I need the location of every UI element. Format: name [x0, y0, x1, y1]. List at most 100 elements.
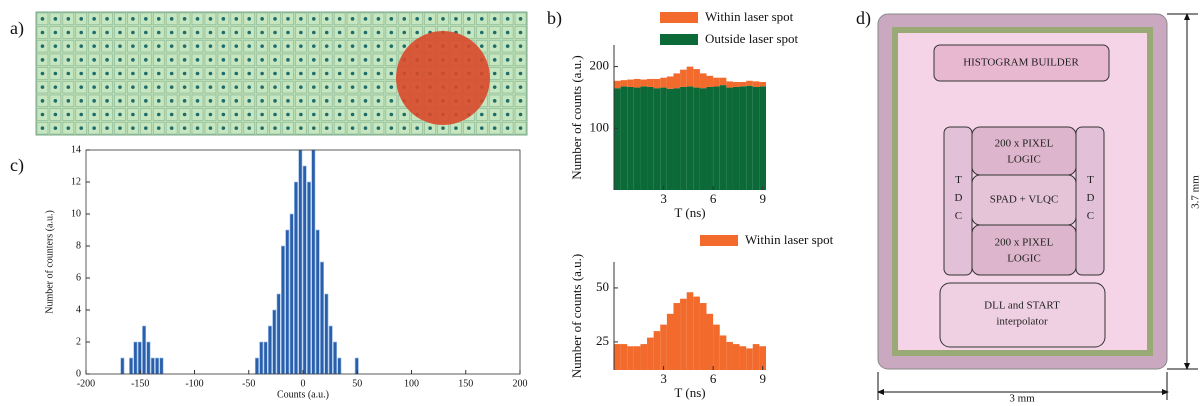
- bar: [620, 80, 628, 87]
- pixel-dot: [118, 99, 122, 103]
- bar: [337, 357, 342, 375]
- bar: [272, 309, 277, 375]
- pixel-dot: [144, 99, 148, 103]
- pixel-dot: [234, 126, 239, 130]
- pixel-dot: [221, 85, 226, 89]
- pixel-dot: [299, 99, 303, 103]
- pixel-dot: [324, 99, 329, 103]
- pixel-dot: [273, 58, 277, 62]
- bar: [627, 346, 634, 370]
- pixel-dot: [260, 126, 264, 130]
- pixel-dot: [40, 126, 45, 130]
- pixel-dot: [92, 99, 96, 103]
- pixel-dot: [105, 71, 109, 76]
- pixel-dot: [402, 112, 407, 117]
- y-tick-label: 200: [590, 58, 610, 73]
- pixel-dot: [182, 58, 187, 62]
- pixel-dot: [337, 85, 342, 89]
- block-label: interpolator: [996, 316, 1048, 328]
- pixel-dot: [156, 99, 161, 103]
- pixel-dot: [324, 85, 329, 89]
- pixel-dot: [286, 58, 290, 62]
- pixel-dot: [79, 17, 84, 21]
- pixel-dot: [324, 112, 329, 117]
- pixel-dot: [324, 71, 329, 76]
- pixel-dot: [40, 85, 45, 89]
- pixel-dot: [286, 71, 290, 76]
- pixel-dot: [156, 85, 161, 89]
- pixel-dot: [169, 58, 174, 62]
- pixel-dot: [324, 17, 329, 21]
- bar: [294, 181, 298, 375]
- pixel-dot: [79, 58, 84, 62]
- pixel-dot: [105, 99, 109, 103]
- pixel-dot: [208, 58, 213, 62]
- pixel-dot: [156, 58, 161, 62]
- pixel-dot: [337, 126, 342, 130]
- pixel-dot: [92, 85, 96, 89]
- bar: [726, 341, 733, 370]
- pixel-dot: [312, 44, 316, 48]
- pixel-dot: [40, 30, 45, 35]
- pixel-dot: [144, 112, 148, 117]
- pixel-dot: [479, 126, 484, 130]
- pixel-dot: [286, 17, 290, 21]
- bar: [307, 181, 311, 375]
- bar: [726, 87, 733, 190]
- pixel-dot: [260, 71, 264, 76]
- block: [971, 126, 1077, 176]
- bar: [640, 86, 648, 190]
- pixel-dot: [363, 17, 368, 21]
- pixel-dot: [131, 44, 135, 48]
- pixel-dot: [312, 58, 316, 62]
- pixel-dot: [156, 112, 161, 117]
- pixel-dot: [234, 71, 239, 76]
- bar: [280, 245, 285, 375]
- pixel-dot: [221, 126, 226, 130]
- pixel-dot: [260, 30, 264, 35]
- pixel-dot: [376, 30, 381, 35]
- bar: [719, 77, 727, 86]
- bar: [732, 344, 740, 370]
- pixel-dot: [118, 58, 122, 62]
- bar: [713, 86, 720, 190]
- pixel-dot: [505, 126, 510, 130]
- pixel-dot: [53, 71, 58, 76]
- x-tick-label: 6: [710, 371, 717, 386]
- pixel-dot: [234, 17, 239, 21]
- x-tick-label: 9: [759, 191, 766, 206]
- pixel-dot: [389, 85, 394, 89]
- pixel-dot: [105, 85, 109, 89]
- pixel-dot: [260, 112, 264, 117]
- pixel-dot: [144, 85, 148, 89]
- bar: [706, 313, 714, 370]
- bar: [276, 293, 281, 375]
- pixel-dot: [247, 71, 251, 76]
- bar: [259, 341, 264, 375]
- pixel-dot: [299, 17, 303, 21]
- pixel-dot: [286, 99, 290, 103]
- pixel-dot: [40, 71, 45, 76]
- pixel-dot: [118, 17, 122, 21]
- pixel-dot: [118, 112, 122, 117]
- pixel-dot: [234, 99, 239, 103]
- bar: [660, 87, 667, 190]
- pixel-dot: [92, 112, 96, 117]
- bar: [150, 357, 155, 375]
- legend-swatch: [660, 12, 698, 23]
- block-label: DLL and START: [984, 300, 1060, 312]
- pixel-dot: [53, 112, 58, 117]
- bar: [640, 79, 648, 87]
- bar: [693, 87, 700, 190]
- y-tick-label: 25: [596, 333, 609, 348]
- pixel-dot: [131, 58, 135, 62]
- bar: [633, 87, 641, 190]
- pixel-dot: [415, 126, 419, 130]
- bar: [254, 357, 259, 375]
- pixel-dot: [363, 30, 368, 35]
- pixel-dot: [312, 126, 316, 130]
- bar: [752, 86, 760, 190]
- pixel-dot: [182, 85, 187, 89]
- pixel-dot: [105, 58, 109, 62]
- pixel-dot: [492, 58, 497, 62]
